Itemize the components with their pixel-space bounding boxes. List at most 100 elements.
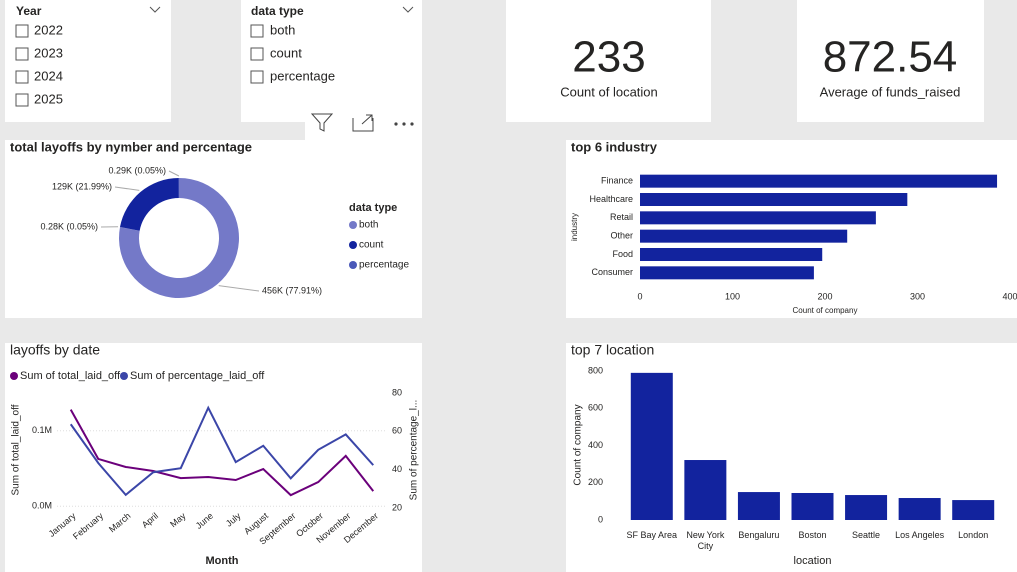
x-tick-label-box: London <box>958 530 989 540</box>
legend-title: data type <box>349 202 397 214</box>
slicer-panel <box>5 0 171 122</box>
data-label: 0.28K (0.05%) <box>40 221 98 231</box>
slicer-option[interactable]: 2025 <box>34 91 63 106</box>
y2-tick-label: 80 <box>392 387 402 397</box>
x-tick-label: 200 <box>817 291 832 301</box>
checkbox[interactable] <box>250 70 264 84</box>
data-label: 456K (77.91%) <box>262 285 322 295</box>
chart-panel <box>566 140 1017 318</box>
x-tick-label: London <box>958 530 989 540</box>
x-tick-label: Los Angeles <box>895 530 945 540</box>
focus-icon[interactable] <box>352 114 374 132</box>
y-tick-label: Consumer <box>591 267 633 277</box>
chevron[interactable] <box>149 6 161 13</box>
y-tick-label: 0.1M <box>32 425 52 435</box>
x-tick-label: Seattle <box>852 530 881 540</box>
x-tick-label: 100 <box>725 291 740 301</box>
legend-label: Sum of total_laid_off <box>20 370 121 382</box>
slicer-option[interactable]: 2022 <box>34 22 63 37</box>
y-axis-title: Sum of total_laid_off <box>11 404 22 495</box>
data-label: 129K (21.99%) <box>52 181 112 191</box>
bar <box>640 211 876 225</box>
pie-slice <box>119 227 140 231</box>
chart-panel <box>5 140 422 318</box>
card-panel <box>797 0 984 122</box>
y-tick-label: 600 <box>588 403 603 413</box>
legend-marker <box>349 221 357 229</box>
chart-panel <box>5 343 422 572</box>
x-tick-label: Boston <box>798 530 827 540</box>
chart-title: top 7 location <box>571 342 654 358</box>
y-tick-label: 800 <box>588 365 603 375</box>
y-tick-label: Healthcare <box>589 194 633 204</box>
pie-slice <box>120 178 179 231</box>
checkbox[interactable] <box>250 47 264 61</box>
line-series <box>69 405 374 497</box>
card-value: 233 <box>572 33 645 82</box>
checkbox[interactable] <box>250 24 264 38</box>
y2-tick-label: 40 <box>392 464 402 474</box>
bar <box>640 174 998 188</box>
bar <box>952 500 995 520</box>
y-tick-label: Other <box>610 231 633 241</box>
y-tick-label: 200 <box>588 477 603 487</box>
chevron[interactable] <box>402 6 414 13</box>
checkbox[interactable] <box>15 70 29 84</box>
filter-icon[interactable] <box>310 113 334 132</box>
data-label: 0.29K (0.05%) <box>108 165 166 175</box>
y-axis-title: industry <box>570 213 579 241</box>
y-tick-label: Finance <box>601 176 633 186</box>
leader-line <box>218 285 260 292</box>
legend-marker <box>349 261 357 269</box>
bar <box>640 193 908 206</box>
checkbox[interactable] <box>15 93 29 107</box>
x-tick-label-box: Los Angeles <box>895 530 945 540</box>
legend-label: count <box>359 240 384 251</box>
slicer-panel <box>241 0 422 122</box>
legend-label: both <box>359 220 378 231</box>
checkbox[interactable] <box>15 24 29 38</box>
x-tick-label-box: Seattle <box>852 530 881 540</box>
slicer-option[interactable]: both <box>270 22 295 37</box>
x-tick-label-box: New York City <box>686 530 725 551</box>
bar <box>791 492 834 520</box>
y-tick-label: 0 <box>598 514 603 524</box>
y2-axis-title: Sum of percentage_l... <box>409 400 420 501</box>
bar <box>640 229 848 243</box>
chart-title: top 6 industry <box>571 139 658 154</box>
bar <box>684 460 727 520</box>
legend-label: percentage <box>359 260 409 271</box>
y-axis-title: Count of company <box>573 404 584 485</box>
y-tick-label: Retail <box>610 212 633 222</box>
card-label: Count of location <box>560 84 658 99</box>
pie-slice <box>119 178 239 298</box>
x-axis-title: location <box>794 555 832 567</box>
bar <box>737 492 780 520</box>
y-tick-label: 0.0M <box>32 501 52 511</box>
leader-line <box>114 186 140 191</box>
x-tick-label: 0 <box>637 291 642 301</box>
legend-label: Sum of percentage_laid_off <box>130 370 265 382</box>
bar <box>640 248 823 261</box>
x-axis-title: Month <box>206 555 239 567</box>
y-tick-label: Food <box>612 249 633 259</box>
legend-marker <box>120 372 128 380</box>
line-series <box>69 409 375 497</box>
chart-title: layoffs by date <box>10 342 100 358</box>
slicer-title: Year <box>16 4 42 18</box>
slicer-option[interactable]: 2024 <box>34 68 63 83</box>
x-tick-label: SF Bay Area <box>626 530 678 540</box>
x-tick-label: New York City <box>686 530 725 551</box>
bar <box>898 498 941 520</box>
leader-line <box>168 170 180 177</box>
legend-marker <box>10 372 18 380</box>
slicer-option[interactable]: percentage <box>270 68 335 83</box>
x-axis-title: Count of company <box>793 306 858 315</box>
slicer-option[interactable]: count <box>270 45 302 60</box>
legend-marker <box>349 241 357 249</box>
slicer-title: data type <box>251 4 304 18</box>
more-icon[interactable] <box>394 122 414 126</box>
checkbox[interactable] <box>15 47 29 61</box>
slicer-option[interactable]: 2023 <box>34 45 63 60</box>
